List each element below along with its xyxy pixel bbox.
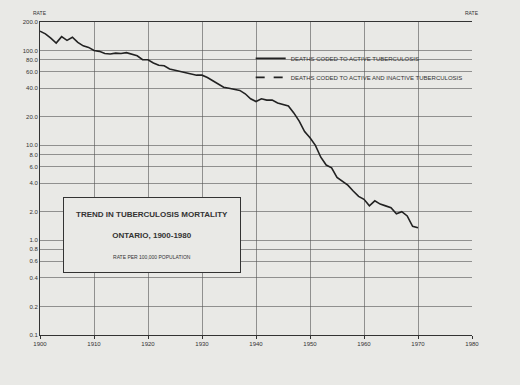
svg-text:40.0: 40.0: [26, 85, 38, 91]
svg-text:TREND IN TUBERCULOSIS MORTALIT: TREND IN TUBERCULOSIS MORTALITYONTARIO, …: [76, 210, 228, 260]
svg-text:20.0: 20.0: [26, 114, 38, 120]
svg-text:1900: 1900: [33, 341, 47, 347]
svg-text:0.8: 0.8: [29, 246, 38, 252]
svg-text:80.0: 80.0: [26, 57, 38, 63]
svg-text:1910: 1910: [87, 341, 101, 347]
svg-text:RATE: RATE: [33, 10, 47, 16]
svg-text:2.0: 2.0: [29, 209, 38, 215]
svg-text:1930: 1930: [195, 341, 209, 347]
svg-text:10.0: 10.0: [26, 142, 38, 148]
svg-text:0.4: 0.4: [29, 275, 38, 281]
svg-text:RATE: RATE: [465, 10, 479, 16]
svg-text:200.0: 200.0: [23, 19, 39, 25]
svg-text:100.0: 100.0: [23, 48, 39, 54]
svg-text:1920: 1920: [141, 341, 155, 347]
svg-text:1980: 1980: [465, 341, 479, 347]
svg-text:8.0: 8.0: [29, 152, 38, 158]
svg-text:1950: 1950: [303, 341, 317, 347]
svg-text:1940: 1940: [249, 341, 263, 347]
svg-text:1970: 1970: [411, 341, 425, 347]
svg-text:1.0: 1.0: [29, 237, 38, 243]
svg-text:0.2: 0.2: [29, 304, 38, 310]
svg-text:DEATHS CODED TO ACTIVE TUBERCU: DEATHS CODED TO ACTIVE TUBERCULOSIS: [291, 56, 419, 62]
svg-text:DEATHS CODED TO ACTIVE AND INA: DEATHS CODED TO ACTIVE AND INACTIVE TUBE…: [291, 75, 463, 81]
svg-text:0.6: 0.6: [29, 258, 38, 264]
svg-text:60.0: 60.0: [26, 69, 38, 75]
svg-text:6.0: 6.0: [29, 164, 38, 170]
svg-text:1960: 1960: [357, 341, 371, 347]
svg-text:0.1: 0.1: [29, 332, 38, 338]
svg-text:4.0: 4.0: [29, 180, 38, 186]
